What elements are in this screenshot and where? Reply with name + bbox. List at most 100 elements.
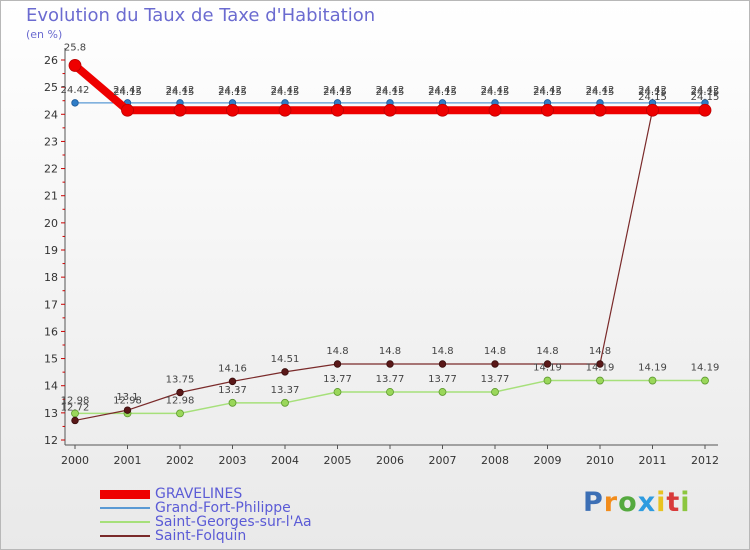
data-label-grand-fort-philippe: 24.42 — [428, 85, 457, 96]
legend-swatch-saint-folquin — [100, 535, 150, 537]
data-point-saint-folquin — [491, 360, 499, 368]
data-label-grand-fort-philippe: 24.42 — [323, 85, 352, 96]
data-point-saint-folquin — [176, 388, 184, 397]
data-point-saint-folquin — [333, 360, 342, 368]
data-label-saint-georges-sur-l-aa: 14.19 — [533, 363, 562, 374]
data-label-saint-folquin: 13.1 — [116, 392, 138, 403]
legend-label-grand-fort-philippe: Grand-Fort-Philippe — [155, 500, 291, 516]
data-label-saint-folquin: 14.8 — [589, 346, 611, 357]
data-label-gravelines: 24.15 — [323, 87, 352, 98]
x-tick-label: 2008 — [481, 454, 509, 467]
y-tick-label: 20 — [44, 217, 58, 230]
data-point-saint-georges-sur-l-aa — [333, 388, 342, 396]
data-label-saint-folquin: 24.15 — [638, 92, 667, 103]
data-label-saint-folquin: 14.8 — [536, 346, 558, 357]
y-tick-label: 12 — [44, 434, 58, 447]
data-label-gravelines: 24.15 — [638, 87, 667, 98]
x-tick-label: 2006 — [376, 454, 404, 467]
x-tick-label: 2003 — [219, 454, 247, 467]
data-point-gravelines — [68, 59, 82, 72]
data-label-gravelines: 24.15 — [271, 87, 300, 98]
legend-swatch-gravelines — [100, 489, 150, 499]
data-point-gravelines — [436, 103, 449, 117]
x-tick-label: 2004 — [271, 454, 299, 467]
y-tick-label: 17 — [44, 298, 58, 311]
data-label-saint-georges-sur-l-aa: 12.98 — [61, 395, 90, 406]
data-label-saint-georges-sur-l-aa: 13.77 — [481, 374, 510, 385]
data-point-gravelines — [331, 103, 344, 117]
legend-label-saint-georges: Saint-Georges-sur-l'Aa — [155, 514, 312, 530]
data-label-saint-georges-sur-l-aa: 13.77 — [428, 374, 457, 385]
x-tick-label: 2001 — [114, 454, 142, 467]
data-label-grand-fort-philippe: 24.42 — [691, 85, 720, 96]
data-point-saint-georges-sur-l-aa — [228, 398, 237, 407]
y-tick-label: 16 — [44, 325, 58, 338]
data-label-gravelines: 24.15 — [691, 87, 720, 98]
legend-item-saint-folquin: Saint-Folquin — [100, 529, 246, 543]
data-point-saint-folquin — [123, 406, 132, 414]
data-label-grand-fort-philippe: 24.42 — [166, 85, 195, 96]
data-label-saint-folquin: 14.51 — [271, 354, 300, 365]
data-label-saint-folquin: 13.75 — [166, 375, 195, 386]
data-point-saint-georges-sur-l-aa — [491, 388, 499, 396]
data-label-gravelines: 24.15 — [166, 87, 195, 98]
data-point-saint-folquin — [228, 377, 237, 386]
data-label-gravelines: 24.15 — [533, 87, 562, 98]
data-point-gravelines — [593, 103, 607, 117]
y-tick-label: 24 — [44, 108, 58, 121]
data-point-saint-georges-sur-l-aa — [176, 409, 184, 418]
data-label-saint-georges-sur-l-aa: 13.37 — [218, 385, 247, 396]
x-tick-label: 2010 — [586, 454, 614, 467]
data-label-saint-folquin: 24.15 — [691, 92, 720, 103]
data-label-saint-georges-sur-l-aa: 12.98 — [166, 395, 195, 406]
legend-swatch-grand-fort-philippe — [100, 507, 150, 509]
x-tick-label: 2005 — [324, 454, 352, 467]
data-label-saint-georges-sur-l-aa: 12.98 — [113, 395, 142, 406]
data-label-saint-georges-sur-l-aa: 13.37 — [271, 385, 300, 396]
data-point-gravelines — [121, 103, 134, 117]
proxiti-logo: Proxiti — [583, 487, 691, 518]
data-label-grand-fort-philippe: 24.42 — [113, 85, 142, 96]
data-label-grand-fort-philippe: 24.42 — [533, 85, 562, 96]
data-label-gravelines: 24.15 — [586, 87, 615, 98]
data-label-saint-folquin: 14.8 — [431, 346, 453, 357]
data-label-saint-georges-sur-l-aa: 14.19 — [586, 363, 615, 374]
data-label-grand-fort-philippe: 24.42 — [638, 85, 667, 96]
y-tick-label: 19 — [44, 244, 58, 257]
data-label-saint-folquin: 14.8 — [484, 346, 506, 357]
y-axis-unit-label: (en %) — [26, 28, 63, 41]
data-point-gravelines — [646, 103, 659, 117]
legend-item-grand-fort-philippe: Grand-Fort-Philippe — [100, 501, 291, 515]
x-tick-label: 2000 — [61, 454, 89, 467]
data-point-saint-georges-sur-l-aa — [281, 398, 289, 407]
data-label-grand-fort-philippe: 24.42 — [61, 85, 90, 96]
data-point-gravelines — [541, 103, 554, 117]
data-point-saint-georges-sur-l-aa — [386, 388, 394, 396]
data-label-saint-georges-sur-l-aa: 13.77 — [323, 374, 352, 385]
data-point-gravelines — [226, 103, 239, 117]
y-tick-label: 26 — [44, 54, 58, 67]
legend-item-gravelines: GRAVELINES — [100, 487, 242, 501]
legend-label-gravelines: GRAVELINES — [155, 486, 243, 502]
data-point-saint-folquin — [543, 360, 552, 368]
x-tick-label: 2009 — [534, 454, 562, 467]
x-tick-label: 2007 — [429, 454, 457, 467]
data-label-grand-fort-philippe: 24.42 — [481, 85, 510, 96]
y-tick-label: 14 — [44, 380, 58, 393]
data-point-saint-georges-sur-l-aa — [648, 376, 657, 385]
data-label-gravelines: 24.15 — [428, 87, 457, 98]
data-label-saint-folquin: 14.16 — [218, 363, 247, 374]
data-label-gravelines: 25.8 — [64, 42, 86, 53]
data-point-saint-folquin — [438, 360, 447, 368]
data-label-saint-folquin: 14.8 — [326, 346, 348, 357]
data-point-saint-georges-sur-l-aa — [438, 388, 447, 396]
data-point-saint-folquin — [71, 416, 79, 425]
x-tick-label: 2012 — [691, 454, 719, 467]
data-point-saint-georges-sur-l-aa — [701, 376, 709, 385]
y-tick-label: 15 — [44, 353, 58, 366]
data-point-saint-folquin — [281, 368, 289, 376]
legend-item-saint-georges: Saint-Georges-sur-l'Aa — [100, 515, 312, 529]
data-point-saint-folquin — [386, 360, 394, 368]
